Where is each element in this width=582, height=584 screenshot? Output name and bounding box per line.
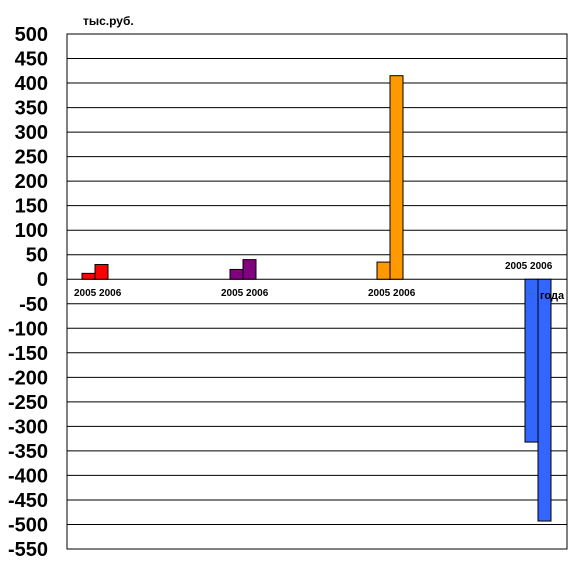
y-tick-label: -100 — [8, 318, 48, 340]
y-tick-label: -550 — [8, 539, 48, 561]
y-tick-label: -200 — [8, 367, 48, 389]
y-tick-label: 350 — [15, 98, 48, 120]
plot-frame — [66, 33, 568, 550]
y-tick-label: -500 — [8, 514, 48, 536]
y-tick-label: 400 — [15, 73, 48, 95]
y-axis-unit-label: тыс.руб. — [83, 14, 134, 28]
x-group-label: 2005 2006 — [368, 288, 416, 299]
y-axis-ticks: -550-500-450-400-350-300-250-200-150-100… — [8, 24, 48, 561]
bar-2006 — [242, 259, 257, 280]
y-tick-label: 0 — [37, 269, 48, 291]
bar-2006 — [389, 75, 404, 280]
bar-2006 — [537, 278, 552, 522]
y-tick-label: -250 — [8, 392, 48, 414]
y-tick-label: -450 — [8, 490, 48, 512]
x-group-label: 2005 2006 — [221, 288, 269, 299]
y-tick-label: 50 — [26, 245, 48, 267]
y-tick-label: -150 — [8, 343, 48, 365]
x-axis-labels: 2005 2006 2005 2006 2005 2006 2005 2006 — [74, 261, 553, 299]
bar-2005 — [376, 261, 391, 280]
y-tick-label: 200 — [15, 171, 48, 193]
bar-2006 — [94, 264, 109, 280]
y-tick-label: -400 — [8, 465, 48, 487]
x-group-label: 2005 2006 — [74, 288, 122, 299]
y-tick-label: 450 — [15, 49, 48, 71]
y-tick-label: 500 — [15, 24, 48, 46]
bar-2005 — [524, 278, 539, 443]
gridlines — [67, 33, 567, 550]
y-tick-label: 250 — [15, 147, 48, 169]
x-group-label: 2005 2006 — [505, 261, 553, 272]
bars — [81, 75, 552, 522]
y-tick-label: -300 — [8, 416, 48, 438]
bar-2005 — [229, 268, 244, 280]
y-tick-label: 150 — [15, 196, 48, 218]
y-tick-label: 100 — [15, 220, 48, 242]
y-tick-label: -350 — [8, 441, 48, 463]
y-tick-label: -50 — [19, 294, 48, 316]
y-tick-label: 300 — [15, 122, 48, 144]
bar-2005 — [81, 272, 96, 280]
x-axis-label: года — [540, 290, 565, 302]
